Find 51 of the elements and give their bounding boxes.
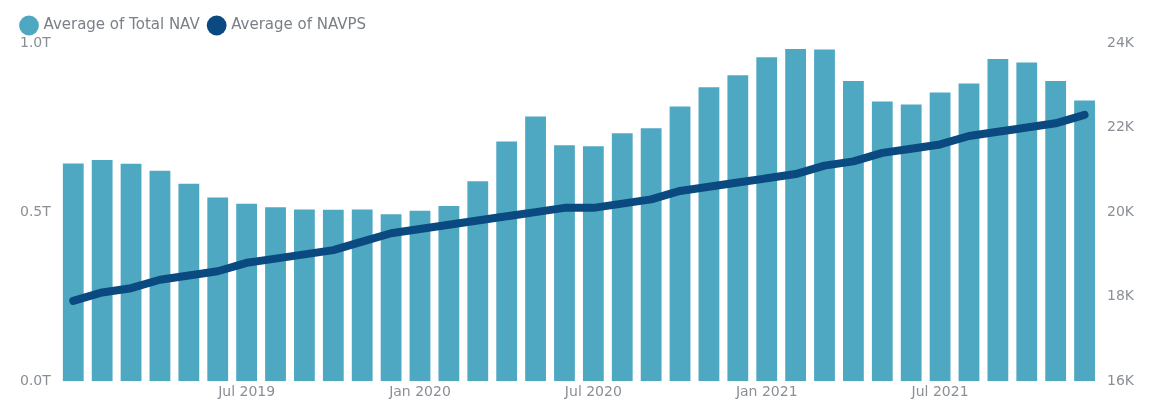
- bar: [987, 58, 1009, 382]
- bar: [351, 209, 373, 382]
- x-tick-label: Jul 2021: [910, 383, 969, 400]
- bar: [611, 133, 633, 382]
- bar: [322, 209, 344, 382]
- y-tick-label: 0.5T: [19, 202, 52, 219]
- bar: [236, 203, 258, 382]
- x-tick-label: Jul 2020: [563, 383, 622, 400]
- bar: [785, 49, 807, 382]
- bar: [958, 83, 980, 382]
- bar: [582, 146, 604, 382]
- bar: [843, 80, 864, 382]
- y2-tick-label: 18K: [1107, 287, 1135, 304]
- bar: [91, 160, 113, 382]
- bar: [62, 163, 84, 382]
- bar: [640, 128, 662, 382]
- x-tick-label: Jan 2020: [388, 383, 451, 400]
- bar: [698, 87, 720, 382]
- y2-tick-label: 16K: [1107, 371, 1135, 388]
- y-tick-label: 1.0T: [19, 33, 52, 50]
- bar: [120, 163, 142, 382]
- bar: [871, 101, 893, 382]
- legend-label: Average of NAVPS: [231, 15, 367, 34]
- bar: [178, 183, 200, 382]
- bar: [929, 92, 951, 382]
- y2-tick-label: 24K: [1107, 33, 1135, 50]
- bar: [554, 145, 575, 382]
- bar: [265, 207, 286, 382]
- bar: [1016, 62, 1038, 382]
- bar: [467, 181, 489, 382]
- bar: [149, 170, 171, 382]
- x-tick-label: Jan 2021: [734, 383, 798, 400]
- bar: [207, 197, 229, 382]
- bar: [294, 209, 315, 382]
- y2-tick-label: 20K: [1107, 202, 1135, 219]
- x-tick-label: Jul 2019: [217, 383, 276, 400]
- bar: [380, 214, 402, 382]
- bar: [438, 206, 460, 382]
- bar: [1045, 80, 1067, 382]
- bar: [900, 104, 922, 382]
- bar: [525, 116, 546, 382]
- y2-tick-label: 22K: [1107, 118, 1135, 135]
- bar: [727, 75, 749, 382]
- bar: [1074, 100, 1095, 382]
- y-tick-label: 0.0T: [19, 371, 52, 388]
- bar: [814, 49, 835, 382]
- bar: [669, 106, 691, 382]
- legend-label: Average of Total NAV: [43, 15, 201, 34]
- bar: [409, 210, 431, 382]
- bar: [496, 141, 518, 382]
- bar: [756, 57, 778, 382]
